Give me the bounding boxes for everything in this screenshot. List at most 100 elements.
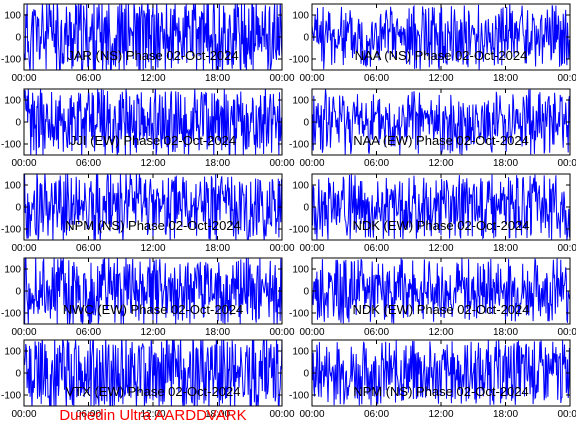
x-tick-label: 06:00 [364,409,389,420]
phase-trace [24,89,282,155]
y-tick-label: -100 [289,225,309,236]
x-tick-label: 00:00 [299,409,324,420]
y-tick-label: 100 [292,265,309,276]
y-tick-label: 0 [303,33,309,44]
y-tick-label: 100 [292,347,309,358]
x-tick-label: 06:00 [364,243,389,254]
x-tick-label: 00:00 [269,409,294,420]
phase-panel-10: 100 0 -100 00:00 06:00 12:00 18:00 00:00 NPM (NS… [289,339,576,420]
phase-panel-6: 100 0 -100 00:00 06:00 12:00 18:00 00:00 NDK (EW… [289,173,576,254]
y-tick-label: 0 [15,118,21,129]
x-tick-label: 18:00 [205,158,230,169]
x-tick-label: 12:00 [140,243,165,254]
x-tick-label: 18:00 [493,243,518,254]
x-tick-label: 06:00 [364,158,389,169]
x-tick-label: 00:00 [11,73,36,84]
x-tick-label: 12:00 [428,327,453,338]
y-tick-label: 100 [4,265,21,276]
panel-title: NAA (NS) Phase 02-Oct-2024 [355,48,528,63]
y-tick-label: 0 [15,369,21,380]
x-tick-label: 12:00 [428,409,453,420]
y-tick-label: -100 [289,391,309,402]
y-tick-label: 0 [15,203,21,214]
y-tick-label: 100 [292,11,309,22]
y-tick-label: -100 [1,55,21,66]
x-tick-label: 00:00 [269,158,294,169]
panel-title: NDK (EW) Phase 02-Oct-2024 [352,218,529,233]
panel-title: NWC (EW) Phase 02-Oct-2024 [63,302,244,317]
phase-panel-7: 100 0 -100 00:00 06:00 12:00 18:00 00:00 NWC (EW… [1,257,295,338]
x-tick-label: 00:00 [557,409,576,420]
x-tick-label: 00:00 [269,243,294,254]
x-tick-label: 18:00 [205,73,230,84]
y-tick-label: 0 [303,118,309,129]
x-tick-label: 06:00 [76,243,101,254]
phase-panel-5: 100 0 -100 00:00 06:00 12:00 18:00 00:00 NPM (NS… [1,173,295,254]
phase-panel-3: 100 0 -100 00:00 06:00 12:00 18:00 00:00 JJI (EW… [1,88,295,169]
panel-title: NPM (NS) Phase 02-Oct-2024 [353,384,529,399]
x-tick-label: 06:00 [76,73,101,84]
x-tick-label: 12:00 [140,409,165,420]
x-tick-label: 00:00 [557,243,576,254]
x-tick-label: 18:00 [493,158,518,169]
x-tick-label: 00:00 [269,327,294,338]
phase-trace [24,4,282,70]
x-tick-label: 12:00 [428,73,453,84]
y-tick-label: -100 [289,140,309,151]
footer-label: Dunedin Ultra AARDDVARK [59,407,246,424]
phase-panel-2: 100 0 -100 00:00 06:00 12:00 18:00 00:00 NAA (NS… [289,3,576,84]
y-tick-label: -100 [289,309,309,320]
phase-panel-4: 100 0 -100 00:00 06:00 12:00 18:00 00:00 NAA (EW… [289,88,576,169]
panel-title: NPM (NS) Phase 02-Oct-2024 [65,218,241,233]
x-tick-label: 00:00 [557,327,576,338]
x-tick-label: 18:00 [493,73,518,84]
y-tick-label: -100 [1,391,21,402]
y-tick-label: 100 [292,96,309,107]
y-tick-label: -100 [1,225,21,236]
x-tick-label: 00:00 [11,243,36,254]
phase-trace [312,258,570,324]
phase-panel-1: 100 0 -100 00:00 06:00 12:00 18:00 00:00 JAR (NS… [1,3,295,84]
y-tick-label: -100 [289,55,309,66]
x-tick-label: 06:00 [76,409,101,420]
x-tick-label: 00:00 [299,73,324,84]
phase-panel-9: 100 0 -100 00:00 06:00 12:00 18:00 00:00 VTX (EW… [1,339,295,420]
y-tick-label: 0 [303,287,309,298]
x-tick-label: 00:00 [557,158,576,169]
x-tick-label: 00:00 [299,243,324,254]
x-tick-label: 18:00 [493,409,518,420]
phase-trace [24,340,282,406]
y-tick-label: 100 [4,11,21,22]
x-tick-label: 12:00 [140,158,165,169]
x-tick-label: 06:00 [76,327,101,338]
y-tick-label: 0 [303,203,309,214]
x-tick-label: 18:00 [205,327,230,338]
x-tick-label: 00:00 [299,327,324,338]
x-tick-label: 12:00 [428,243,453,254]
x-tick-label: 06:00 [364,327,389,338]
phase-panel-8: 100 0 -100 00:00 06:00 12:00 18:00 00:00 NDK (EW… [289,257,576,338]
x-tick-label: 18:00 [493,327,518,338]
phase-trace [312,174,570,240]
y-tick-label: 0 [15,287,21,298]
y-tick-label: 100 [4,181,21,192]
x-tick-label: 00:00 [557,73,576,84]
x-tick-label: 00:00 [11,158,36,169]
panel-title: NDK (EW) Phase 02-Oct-2024 [352,302,529,317]
y-tick-label: 100 [292,181,309,192]
y-tick-label: 100 [4,96,21,107]
x-tick-label: 18:00 [205,409,230,420]
panel-title: JJI (EW) Phase 02-Oct-2024 [70,133,236,148]
x-tick-label: 18:00 [205,243,230,254]
x-tick-label: 00:00 [269,73,294,84]
x-tick-label: 12:00 [140,73,165,84]
y-tick-label: -100 [1,309,21,320]
y-tick-label: -100 [1,140,21,151]
x-tick-label: 00:00 [11,327,36,338]
x-tick-label: 00:00 [11,409,36,420]
x-tick-label: 06:00 [364,73,389,84]
x-tick-label: 12:00 [140,327,165,338]
y-tick-label: 100 [4,347,21,358]
y-tick-label: 0 [303,369,309,380]
